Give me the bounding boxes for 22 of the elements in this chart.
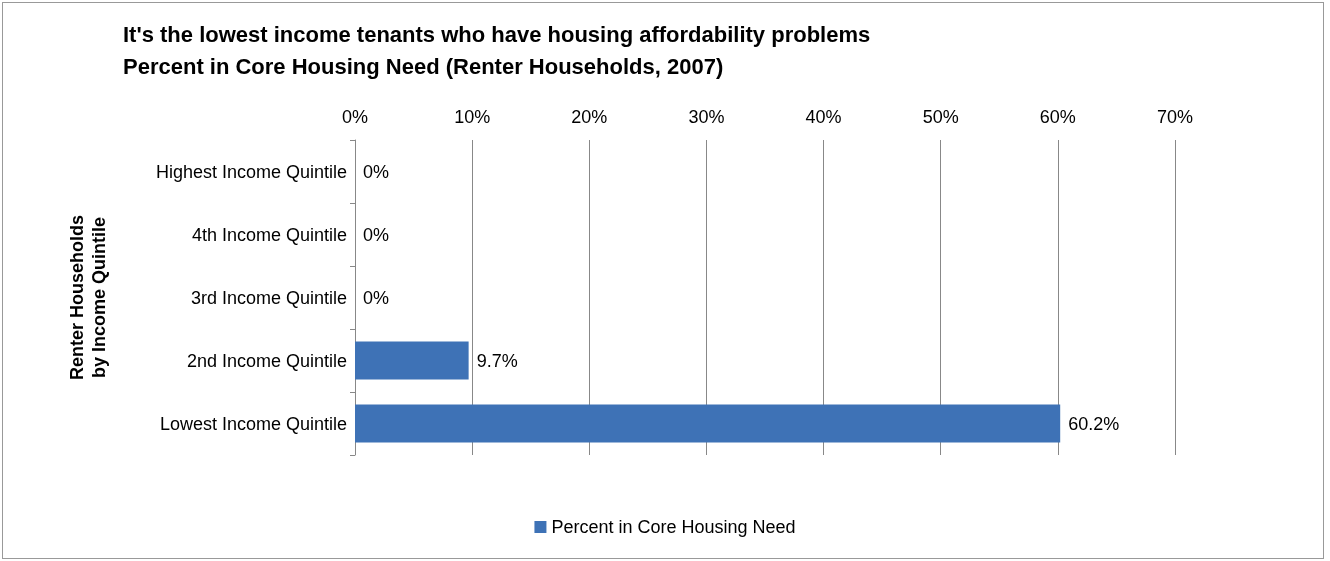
x-tick-label: 50% <box>922 107 959 127</box>
x-tick-label: 40% <box>805 107 842 127</box>
y-axis-title: Renter Households by Income Quintile <box>67 214 109 381</box>
data-label: 0% <box>363 287 390 308</box>
legend-label: Percent in Core Housing Need <box>551 517 796 537</box>
x-tick-label: 30% <box>688 107 725 127</box>
y-tick-label: 4th Income Quintile <box>191 224 347 245</box>
y-tick-label: Lowest Income Quintile <box>159 413 347 434</box>
y-tick-label: 2nd Income Quintile <box>186 350 347 371</box>
chart-title: It's the lowest income tenants who have housing affordability problems <box>123 21 871 47</box>
y-tick-label: 3rd Income Quintile <box>190 287 347 308</box>
data-label: 9.7% <box>476 350 518 371</box>
x-tick-label: 10% <box>454 107 491 127</box>
data-label: 0% <box>363 224 390 245</box>
chart-subtitle: Percent in Core Housing Need (Renter Households, 2007) <box>123 53 724 79</box>
y-tick-label: Highest Income Quintile <box>155 161 347 182</box>
data-label: 60.2% <box>1068 413 1120 434</box>
data-label: 0% <box>363 161 390 182</box>
x-tick-label: 0% <box>341 107 369 127</box>
x-tick-label: 20% <box>571 107 608 127</box>
x-tick-label: 60% <box>1039 107 1076 127</box>
x-tick-label: 70% <box>1156 107 1194 127</box>
